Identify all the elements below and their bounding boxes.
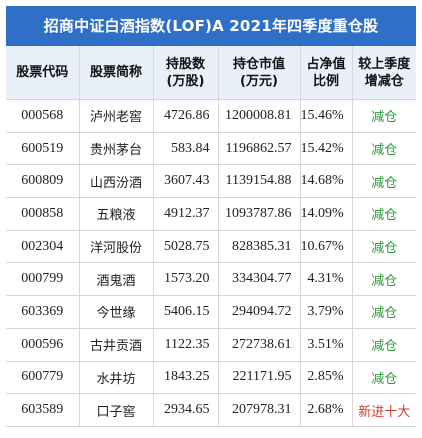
table-row: 603369 今世缘 5406.15 294094.72 3.79% 减仓	[6, 295, 416, 329]
market-value-cell: 1093787.86	[218, 197, 301, 231]
shares-cell: 5406.15	[153, 295, 219, 329]
stock-name-cell: 酒鬼酒	[79, 262, 154, 297]
shares-cell: 1843.25	[153, 361, 219, 395]
stock-code-cell: 603369	[6, 295, 80, 329]
net-ratio-cell: 3.79%	[300, 295, 353, 329]
market-value-cell: 1196862.57	[218, 132, 301, 166]
stock-name-cell: 水井坊	[79, 361, 154, 395]
market-value-cell: 294094.72	[218, 295, 301, 329]
table-row: 002304 洋河股份 5028.75 828385.31 10.67% 减仓	[6, 230, 416, 264]
stock-code-cell: 600809	[6, 164, 80, 199]
header-stock-name: 股票简称	[79, 46, 154, 100]
stock-name-cell: 口子窖	[79, 393, 154, 427]
header-shares: 持股数 (万股)	[153, 46, 219, 100]
net-ratio-cell: 2.68%	[300, 393, 353, 427]
table-row: 603589 口子窖 2934.65 207978.31 2.68% 新进十大	[6, 393, 416, 427]
shares-cell: 583.84	[153, 132, 219, 166]
shares-cell: 2934.65	[153, 393, 219, 427]
table-row: 000596 古井贡酒 1122.35 272738.61 3.51% 减仓	[6, 328, 416, 362]
table-row: 000568 泸州老窖 4726.86 1200008.81 15.46% 减仓	[6, 99, 416, 133]
change-cell: 减仓	[352, 99, 416, 133]
stock-name-cell: 泸州老窖	[79, 99, 154, 133]
change-cell: 减仓	[352, 361, 416, 395]
net-ratio-cell: 3.51%	[300, 328, 353, 362]
header-stock-code: 股票代码	[6, 46, 80, 100]
stock-code-cell: 600779	[6, 361, 80, 395]
market-value-cell: 1139154.88	[218, 164, 301, 199]
stock-code-cell: 002304	[6, 230, 80, 264]
table-row: 600809 山西汾酒 3607.43 1139154.88 14.68% 减仓	[6, 164, 416, 199]
market-value-cell: 334304.77	[218, 262, 301, 297]
shares-cell: 4912.37	[153, 197, 219, 231]
market-value-cell: 828385.31	[218, 230, 301, 264]
stock-code-cell: 000568	[6, 99, 80, 133]
stock-name-cell: 古井贡酒	[79, 328, 154, 362]
change-cell: 减仓	[352, 230, 416, 264]
shares-cell: 4726.86	[153, 99, 219, 133]
market-value-cell: 221171.95	[218, 361, 301, 395]
table-row: 000799 酒鬼酒 1573.20 334304.77 4.31% 减仓	[6, 262, 416, 297]
market-value-cell: 272738.61	[218, 328, 301, 362]
stock-name-cell: 贵州茅台	[79, 132, 154, 166]
stock-name-cell: 山西汾酒	[79, 164, 154, 199]
table-header-row: 股票代码 股票简称 持股数 (万股) 持仓市值 (万元) 占净值 比例 较上季度 增减仓	[6, 46, 416, 100]
shares-cell: 1573.20	[153, 262, 219, 297]
stock-code-cell: 000596	[6, 328, 80, 362]
stock-code-cell: 000858	[6, 197, 80, 231]
table-body: 000568 泸州老窖 4726.86 1200008.81 15.46% 减仓 60051…	[6, 99, 416, 427]
change-cell: 减仓	[352, 328, 416, 362]
table-row: 600779 水井坊 1843.25 221171.95 2.85% 减仓	[6, 361, 416, 395]
change-cell: 减仓	[352, 197, 416, 231]
stock-name-cell: 今世缘	[79, 295, 154, 329]
shares-cell: 3607.43	[153, 164, 219, 199]
change-cell: 减仓	[352, 295, 416, 329]
market-value-cell: 207978.31	[218, 393, 301, 427]
stock-code-cell: 000799	[6, 262, 80, 297]
net-ratio-cell: 2.85%	[300, 361, 353, 395]
header-market-value: 持仓市值 (万元)	[218, 46, 301, 100]
stock-name-cell: 五粮液	[79, 197, 154, 231]
table-row: 600519 贵州茅台 583.84 1196862.57 15.42% 减仓	[6, 132, 416, 166]
net-ratio-cell: 14.09%	[300, 197, 353, 231]
market-value-cell: 1200008.81	[218, 99, 301, 133]
net-ratio-cell: 15.42%	[300, 132, 353, 166]
net-ratio-cell: 10.67%	[300, 230, 353, 264]
stock-name-cell: 洋河股份	[79, 230, 154, 264]
shares-cell: 1122.35	[153, 328, 219, 362]
header-change: 较上季度 增减仓	[352, 46, 416, 100]
change-cell: 减仓	[352, 132, 416, 166]
change-cell: 减仓	[352, 262, 416, 297]
stock-code-cell: 600519	[6, 132, 80, 166]
table-row: 000858 五粮液 4912.37 1093787.86 14.09% 减仓	[6, 197, 416, 231]
change-cell: 减仓	[352, 164, 416, 199]
header-net-ratio: 占净值 比例	[300, 46, 353, 100]
holdings-table: 股票代码 股票简称 持股数 (万股) 持仓市值 (万元) 占净值 比例 较上季度 增减仓 0005…	[6, 46, 416, 427]
stock-code-cell: 603589	[6, 393, 80, 427]
shares-cell: 5028.75	[153, 230, 219, 264]
page-title: 招商中证白酒指数(LOF)A 2021年四季度重仓股	[6, 6, 416, 46]
net-ratio-cell: 15.46%	[300, 99, 353, 133]
change-cell: 新进十大	[352, 393, 416, 427]
net-ratio-cell: 4.31%	[300, 262, 353, 297]
net-ratio-cell: 14.68%	[300, 164, 353, 199]
